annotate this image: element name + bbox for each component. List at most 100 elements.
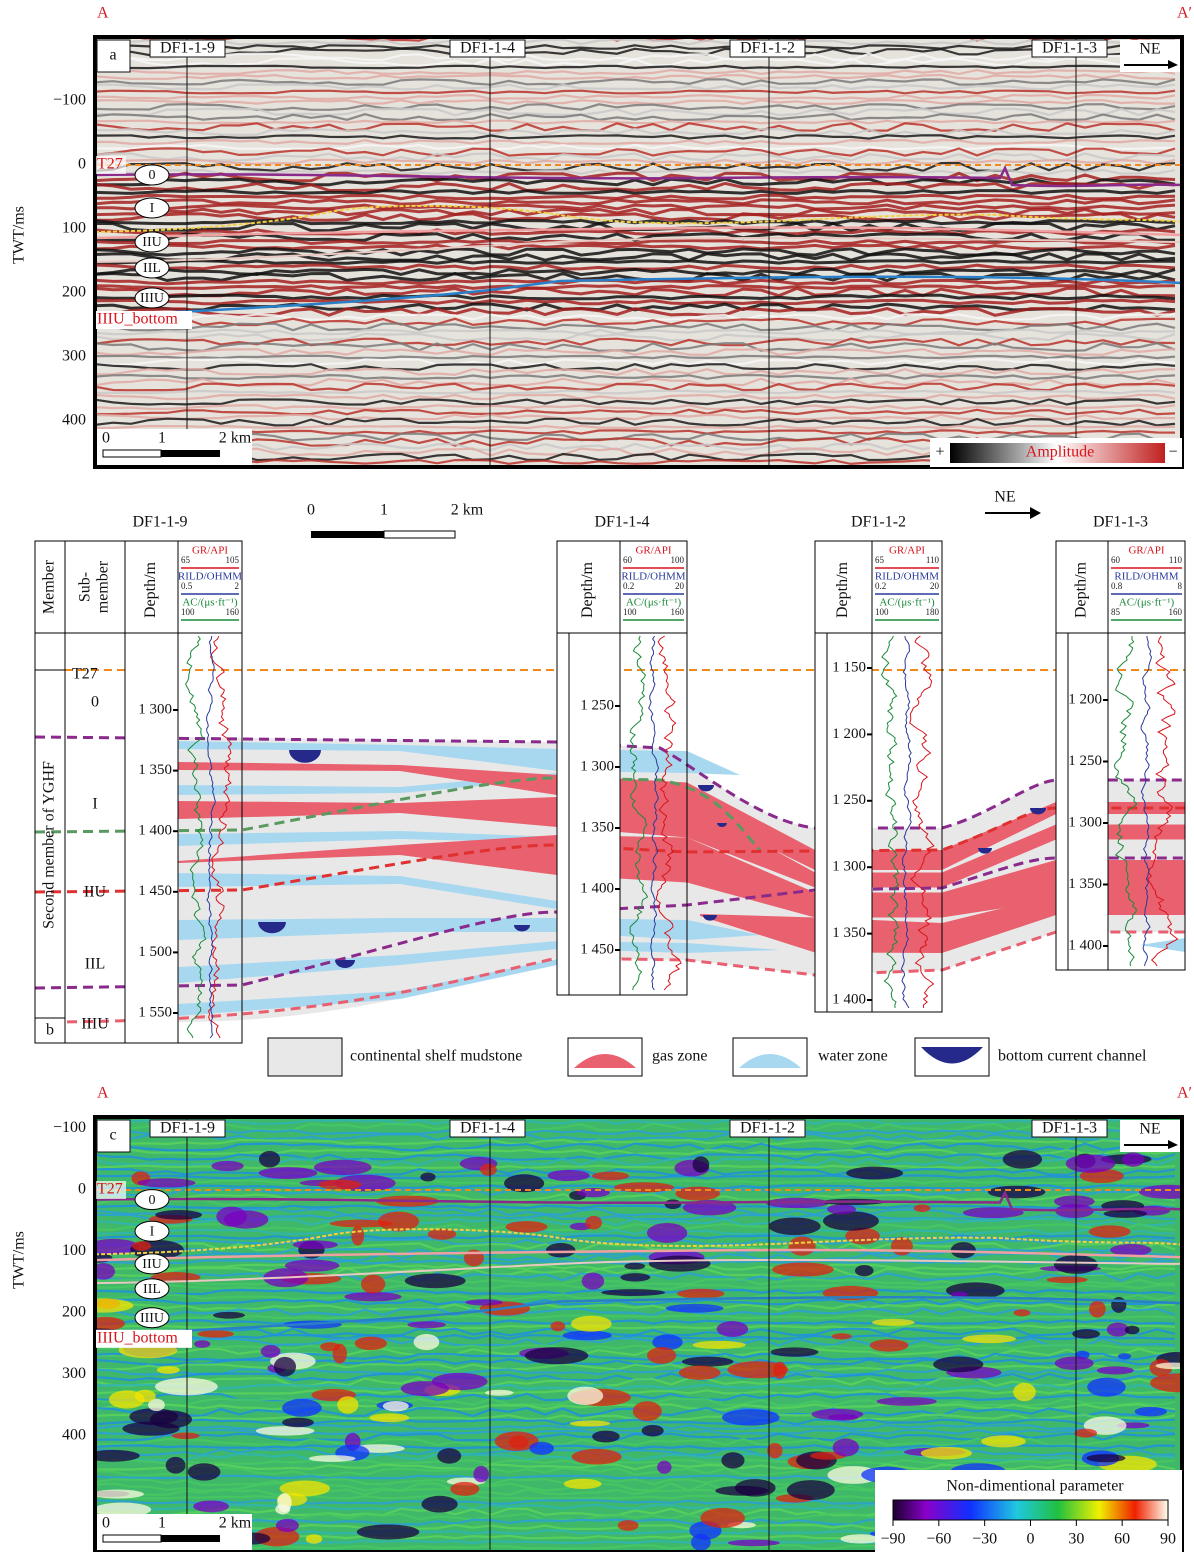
well-label: DF1-1-2 xyxy=(740,1120,795,1137)
depth-title: Depth/m xyxy=(834,561,851,618)
scale-label: 1 xyxy=(380,502,388,519)
anomaly xyxy=(770,1347,818,1356)
log-scale-max: 110 xyxy=(926,555,940,565)
y-tick-label: 300 xyxy=(62,348,86,365)
depth-label: 1 550 xyxy=(138,1004,172,1020)
anomaly xyxy=(318,1180,361,1190)
colorbar-tick-label: 0 xyxy=(1027,1531,1035,1548)
well-label: DF1-1-2 xyxy=(740,40,795,57)
log-scale-max: 20 xyxy=(930,581,940,591)
anomaly xyxy=(772,1262,834,1276)
anomaly xyxy=(618,1520,639,1531)
scale-label: 0 xyxy=(307,502,315,519)
anomaly xyxy=(679,1366,721,1380)
section-end: A′ xyxy=(1177,1085,1192,1102)
log-scale-min: 0.5 xyxy=(181,581,193,591)
y-tick-label: 100 xyxy=(62,220,86,237)
anomaly xyxy=(351,1226,364,1246)
scale-label: 1 xyxy=(158,430,166,447)
anomaly xyxy=(1086,1454,1125,1462)
anomaly xyxy=(823,1211,879,1230)
y-tick-label: 0 xyxy=(78,1181,86,1198)
anomaly xyxy=(693,1341,746,1349)
y-tick-label: 400 xyxy=(62,1426,86,1443)
anomaly xyxy=(846,1167,903,1180)
anomaly xyxy=(647,1347,676,1364)
anomaly xyxy=(450,1482,479,1496)
anomaly xyxy=(132,1241,151,1251)
anomaly xyxy=(355,1337,387,1350)
anomaly xyxy=(485,1390,514,1396)
legend-label: water zone xyxy=(818,1048,888,1065)
anomaly xyxy=(665,1199,682,1209)
depth-label: 1 300 xyxy=(580,758,614,774)
anomaly xyxy=(194,1340,210,1348)
anomaly xyxy=(314,1160,372,1175)
direction-label: NE xyxy=(1139,1121,1160,1138)
log-title: RILD/OHMM xyxy=(1114,571,1178,583)
log-scale-min: 100 xyxy=(181,607,195,617)
anomaly xyxy=(1122,1152,1144,1166)
anomaly xyxy=(693,1156,710,1172)
log-scale-max: 105 xyxy=(226,555,240,565)
anomaly xyxy=(1135,1407,1167,1416)
depth-label: 1 450 xyxy=(138,883,172,899)
well-label: DF1-1-4 xyxy=(460,40,515,57)
reflection xyxy=(95,356,1175,358)
colorbar-title: Amplitude xyxy=(1026,444,1094,461)
anomaly xyxy=(601,1289,665,1296)
anomaly xyxy=(1074,1429,1097,1438)
anomaly xyxy=(551,1321,566,1331)
log-title: GR/API xyxy=(1128,545,1164,557)
panel-c: DF1-1-9DF1-1-4DF1-1-2DF1-1-3cNEAA′−10001… xyxy=(11,1085,1194,1552)
anomaly xyxy=(872,1319,915,1326)
colorbar-tick-label: 90 xyxy=(1160,1531,1176,1548)
column-title: Sub- xyxy=(77,572,94,602)
anomaly xyxy=(401,1381,449,1396)
scale-bar xyxy=(384,531,455,538)
anomaly xyxy=(722,1409,780,1425)
colorbar-tick-label: −60 xyxy=(926,1531,951,1548)
log-scale-max: 160 xyxy=(671,607,685,617)
anomaly xyxy=(877,1397,937,1406)
anomaly xyxy=(465,1299,503,1305)
anomaly xyxy=(383,1401,409,1411)
depth-label: 1 400 xyxy=(580,880,614,896)
log-scale-min: 65 xyxy=(875,555,885,565)
scale-bar xyxy=(103,1535,161,1542)
anomaly xyxy=(582,1273,604,1290)
anomaly xyxy=(769,1217,821,1235)
submember-label: T27 xyxy=(72,666,98,683)
anomaly xyxy=(414,1334,440,1350)
anomaly xyxy=(276,1519,299,1532)
depth-label: 1 350 xyxy=(832,925,866,941)
anomaly xyxy=(1066,1154,1116,1172)
anomaly xyxy=(172,1432,200,1439)
log-scale-max: 160 xyxy=(1169,607,1183,617)
log-scale-max: 110 xyxy=(1169,555,1183,565)
depth-label: 1 250 xyxy=(1068,753,1102,769)
anomaly xyxy=(306,1534,323,1543)
scale-bar xyxy=(161,1535,220,1542)
unit-label: I xyxy=(150,1225,155,1240)
log-scale-max: 100 xyxy=(671,555,685,565)
depth-label: 1 300 xyxy=(1068,814,1102,830)
depth-label: 1 500 xyxy=(138,944,172,960)
horizon-label: IIIU_bottom xyxy=(97,311,178,328)
y-axis-title: TWT/ms xyxy=(11,1231,28,1289)
submember-label: IIIU xyxy=(81,1016,109,1033)
anomaly xyxy=(420,1172,435,1181)
y-tick-label: −100 xyxy=(53,1119,86,1136)
well-label: DF1-1-9 xyxy=(160,40,215,57)
anomaly xyxy=(981,1435,1026,1447)
log-scale-min: 0.2 xyxy=(875,581,886,591)
anomaly xyxy=(624,1263,645,1270)
panel-a: DF1-1-9DF1-1-4DF1-1-2DF1-1-3aNEAA′−10001… xyxy=(11,5,1192,467)
log-scale-min: 85 xyxy=(1111,607,1121,617)
scale-label: 1 xyxy=(158,1515,166,1532)
unit-label: IIIU xyxy=(140,1311,164,1326)
well-label: DF1-1-4 xyxy=(460,1120,515,1137)
anomaly xyxy=(211,1161,243,1171)
colorbar-tick-label: −30 xyxy=(972,1531,997,1548)
anomaly xyxy=(571,1316,612,1332)
